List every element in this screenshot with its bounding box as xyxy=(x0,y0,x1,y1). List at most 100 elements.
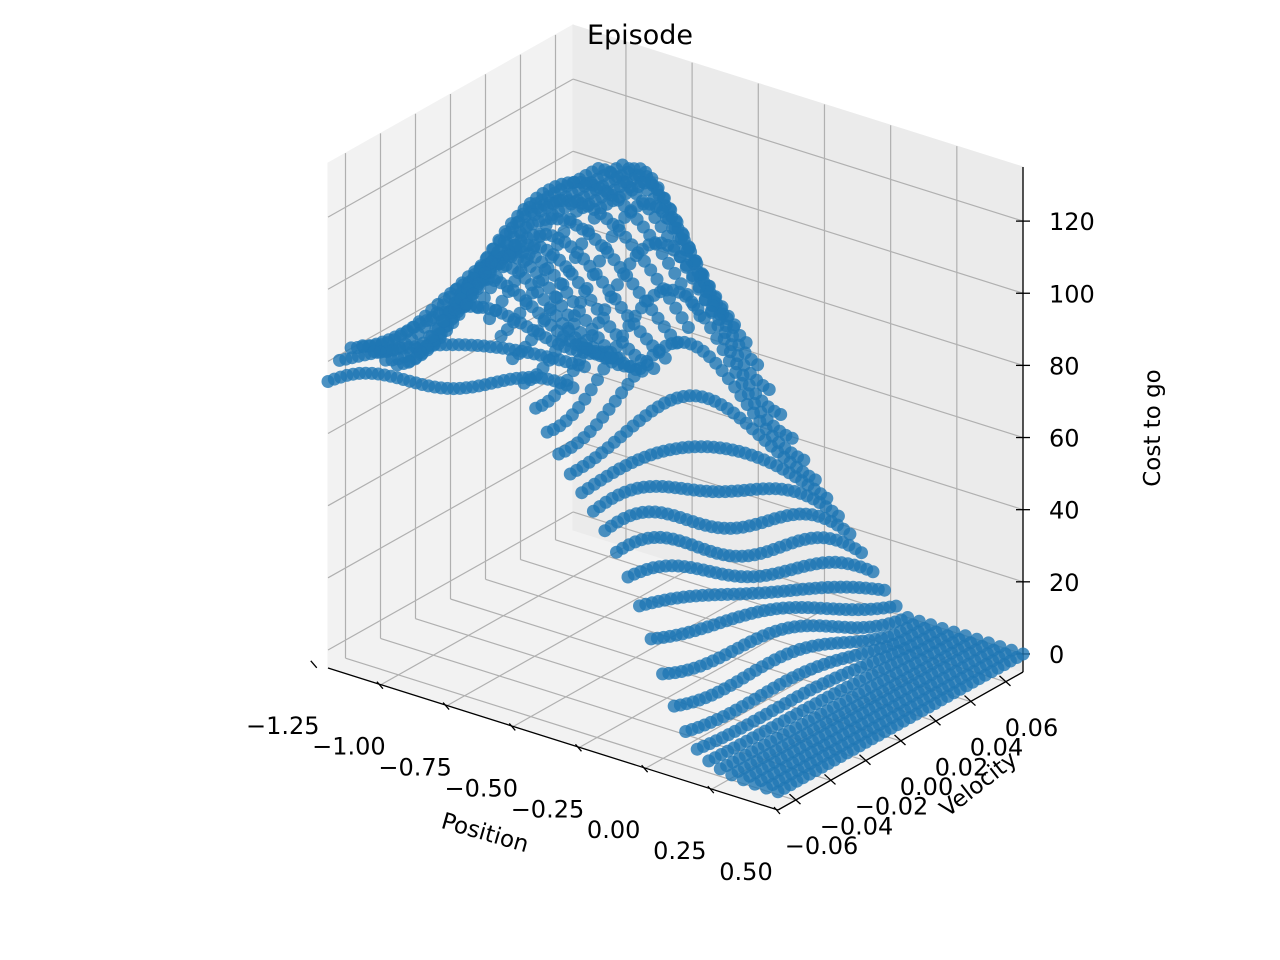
data-point xyxy=(650,272,664,286)
data-point xyxy=(628,309,642,323)
data-point xyxy=(538,263,552,277)
data-point xyxy=(597,362,611,376)
data-point xyxy=(448,303,462,316)
data-point xyxy=(566,364,580,378)
x-tick-label: −1.00 xyxy=(312,733,386,761)
y-tick-mark xyxy=(964,695,976,707)
data-point xyxy=(533,230,547,243)
scatter-points xyxy=(321,158,1030,799)
z-gridline xyxy=(327,78,574,218)
data-point xyxy=(321,375,335,388)
data-point xyxy=(710,331,724,345)
y-tick-mark xyxy=(824,773,836,785)
data-point xyxy=(584,383,598,397)
y-tick-label: −0.02 xyxy=(855,793,929,821)
data-point xyxy=(568,251,582,264)
data-point xyxy=(494,329,508,343)
data-point xyxy=(484,281,498,295)
data-point xyxy=(460,298,473,311)
data-point xyxy=(539,218,553,232)
tick-labels: −1.25−1.00−0.75−0.50−0.250.000.250.50−0.… xyxy=(246,208,1095,886)
data-point xyxy=(722,354,736,368)
data-point xyxy=(702,754,716,768)
data-point xyxy=(550,291,564,305)
data-point xyxy=(562,264,576,278)
data-point xyxy=(390,358,404,372)
data-point xyxy=(698,292,712,306)
data-point xyxy=(591,373,604,387)
data-point xyxy=(675,311,689,325)
data-point xyxy=(586,268,600,282)
data-point xyxy=(587,211,601,225)
x-tick-mark xyxy=(773,806,781,815)
data-point xyxy=(690,742,704,756)
data-point xyxy=(333,353,346,367)
data-point xyxy=(681,321,695,334)
data-point xyxy=(611,219,625,233)
data-point xyxy=(402,355,416,369)
data-point xyxy=(436,314,450,328)
z-tick-label: 60 xyxy=(1049,425,1080,453)
data-point xyxy=(471,301,485,315)
data-point xyxy=(609,340,623,354)
data-point xyxy=(515,228,529,242)
data-point xyxy=(509,239,523,252)
data-point xyxy=(520,252,534,266)
data-point xyxy=(540,425,554,439)
data-point xyxy=(526,286,539,300)
data-point xyxy=(519,297,533,311)
z-tick-label: 0 xyxy=(1049,641,1064,669)
data-point xyxy=(501,285,515,298)
y-tick-label: 0.04 xyxy=(970,734,1023,762)
data-point xyxy=(585,329,599,343)
data-point xyxy=(617,267,631,281)
data-point xyxy=(725,768,739,782)
x-tick-label: −0.75 xyxy=(378,754,452,782)
data-point xyxy=(496,260,510,274)
data-point xyxy=(344,341,358,355)
x-tick-label: −1.25 xyxy=(246,712,320,740)
data-point xyxy=(543,303,557,317)
data-point xyxy=(621,570,635,584)
data-point xyxy=(483,312,496,326)
data-point xyxy=(573,353,587,367)
x-tick-mark xyxy=(508,723,516,731)
z-gridline xyxy=(327,439,574,579)
data-point xyxy=(586,504,600,518)
data-point xyxy=(669,301,683,315)
x-tick-label: −0.25 xyxy=(511,795,585,823)
y-tick-label: 0.02 xyxy=(935,753,988,781)
data-point xyxy=(497,235,511,249)
z-tick-label: 20 xyxy=(1049,569,1080,597)
data-point xyxy=(633,599,646,613)
data-point xyxy=(771,785,785,799)
data-point xyxy=(567,309,581,323)
data-point xyxy=(679,725,693,738)
data-point xyxy=(561,322,575,335)
data-point xyxy=(495,294,509,308)
x-tick-label: 0.50 xyxy=(719,858,772,886)
data-point xyxy=(491,245,505,259)
data-point xyxy=(594,201,608,215)
data-point xyxy=(503,225,517,239)
data-point xyxy=(528,208,541,222)
x-tick-mark xyxy=(376,681,384,690)
data-point xyxy=(532,275,546,289)
x-tick-label: 0.25 xyxy=(653,837,706,865)
data-point xyxy=(549,344,563,358)
data-point xyxy=(692,280,706,294)
data-point xyxy=(510,216,524,230)
z-gridline xyxy=(327,511,574,651)
data-point xyxy=(668,221,682,235)
data-point xyxy=(506,352,520,366)
data-point xyxy=(508,274,522,288)
data-point xyxy=(593,254,606,268)
data-point xyxy=(598,524,612,538)
data-point xyxy=(713,762,727,776)
data-point xyxy=(574,295,588,309)
z-gridline xyxy=(327,150,574,290)
data-point xyxy=(616,329,630,343)
data-point xyxy=(379,353,393,367)
data-point xyxy=(557,225,571,239)
